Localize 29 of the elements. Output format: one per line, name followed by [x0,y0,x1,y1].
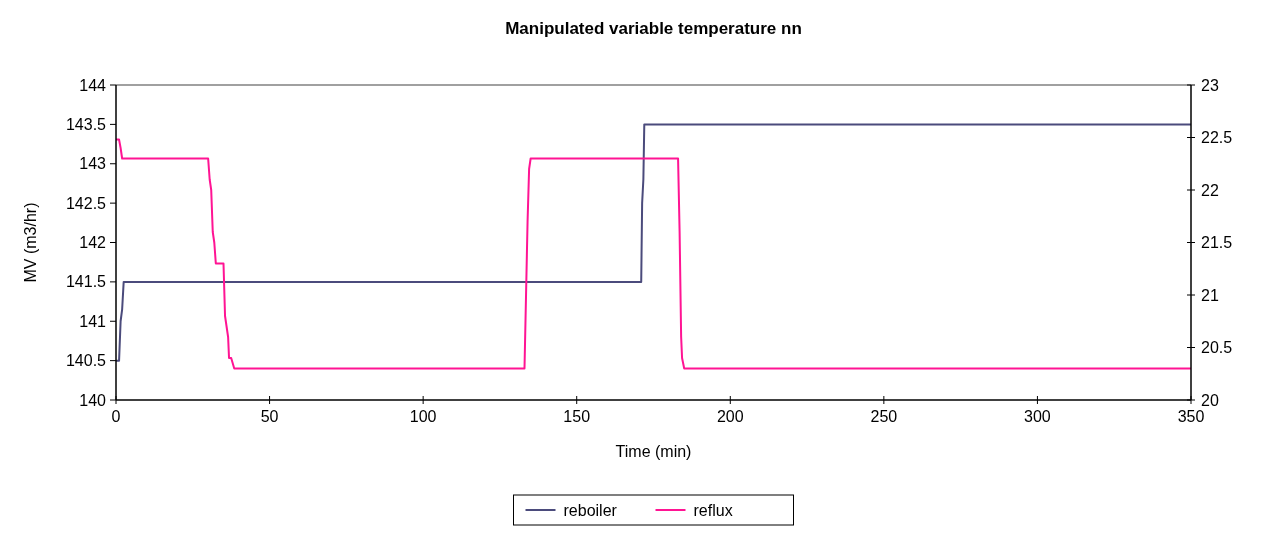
y-tick-label: 143.5 [65,115,107,133]
y-tick-label: 142.5 [65,194,107,212]
x-axis-title: Time (min) [615,443,692,460]
x-tick-label: 100 [409,408,437,425]
y-tick-label: 140 [79,391,107,409]
x-tick-label: 50 [260,408,279,425]
y-tick-label: 144 [79,76,107,94]
y-tick-label: 140.5 [65,352,107,370]
y2-tick-label: 22.5 [1201,129,1233,147]
x-tick-label: 250 [870,408,898,425]
x-tick-label: 150 [563,408,591,425]
x-tick-label: 0 [111,408,121,425]
y2-tick-label: 21 [1201,286,1219,304]
y2-tick-label: 20 [1201,391,1219,409]
x-tick-label: 350 [1177,408,1205,425]
y2-tick-label: 22 [1201,181,1219,199]
y-tick-label: 143 [79,155,107,173]
y-tick-label: 141.5 [65,273,107,291]
legend-label: reflux [693,501,733,519]
legend-label: reboiler [563,501,618,519]
y2-tick-label: 21.5 [1201,234,1233,252]
x-tick-label: 300 [1024,408,1051,425]
y-tick-label: 142 [79,234,107,252]
chart-title: Manipulated variable temperature nn [505,19,802,38]
y-axis-title: MV (m3/hr) [22,202,39,283]
y2-tick-label: 20.5 [1201,339,1233,357]
y2-tick-label: 23 [1201,76,1219,94]
x-tick-label: 200 [716,408,744,425]
y-tick-label: 141 [79,312,107,330]
